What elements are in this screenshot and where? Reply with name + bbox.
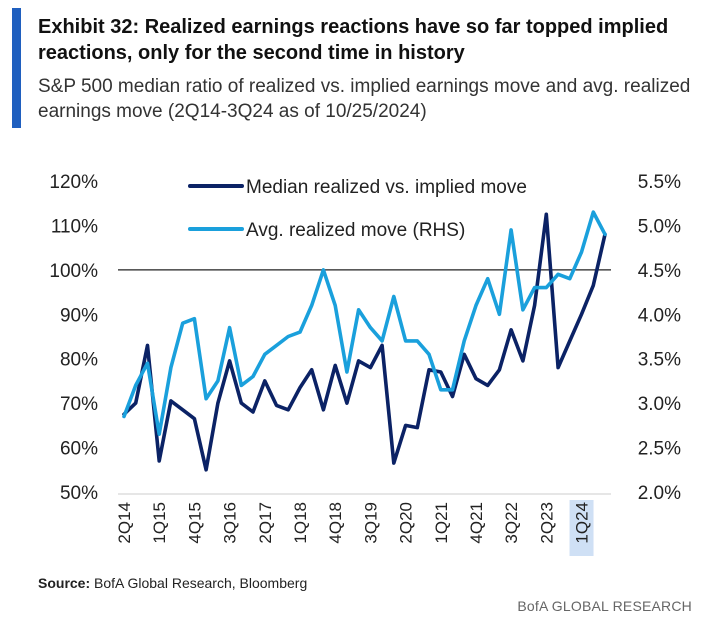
- x-axis-tick-label: 3Q19: [361, 502, 380, 544]
- source-label: Source:: [38, 575, 91, 591]
- source-note: Source: BofA Global Research, Bloomberg: [38, 575, 307, 591]
- right-axis-tick-label: 5.5%: [638, 172, 681, 193]
- x-axis-tick-label: 1Q18: [291, 502, 310, 544]
- x-axis-tick-label: 4Q18: [326, 502, 345, 544]
- x-axis-tick-label: 2Q20: [397, 502, 416, 544]
- left-axis-tick-label: 50%: [60, 483, 98, 504]
- left-axis-tick-label: 110%: [51, 216, 98, 237]
- x-axis-tick-label: 4Q15: [185, 502, 204, 544]
- source-text: BofA Global Research, Bloomberg: [94, 575, 308, 591]
- left-axis-tick-label: 100%: [49, 261, 98, 282]
- x-axis-tick-label: 3Q22: [502, 502, 521, 544]
- right-axis-tick-label: 2.0%: [638, 483, 681, 504]
- x-axis-tick-label: 2Q17: [256, 502, 275, 544]
- exhibit-title: Exhibit 32: Realized earnings reactions …: [38, 16, 669, 64]
- left-axis-tick-label: 60%: [60, 439, 98, 460]
- title-accent-bar: [12, 8, 21, 128]
- left-axis-tick-label: 90%: [60, 305, 98, 326]
- highlighted-tick-box: [569, 500, 594, 556]
- brand-label: BofA GLOBAL RESEARCH: [517, 598, 692, 614]
- left-axis-tick-label: 80%: [60, 350, 98, 371]
- right-axis-tick-label: 2.5%: [638, 439, 681, 460]
- x-axis-tick-label: 3Q16: [221, 502, 240, 544]
- series-line-avg-realized-move: [122, 210, 607, 437]
- legend-avg-label: Avg. realized move (RHS): [246, 220, 465, 241]
- x-axis-tick-label: 1Q21: [432, 502, 451, 544]
- x-axis-tick-label: 1Q15: [150, 502, 169, 544]
- left-axis-tick-label: 120%: [49, 172, 98, 193]
- exhibit-subtitle: S&P 500 median ratio of realized vs. imp…: [38, 76, 691, 122]
- right-axis-tick-label: 3.0%: [638, 394, 681, 415]
- x-axis-tick-label: 1Q24: [573, 502, 592, 544]
- x-axis-tick-label: 4Q21: [467, 502, 486, 544]
- legend-median-label: Median realized vs. implied move: [246, 177, 527, 198]
- right-axis-tick-label: 4.5%: [638, 261, 681, 282]
- left-axis-tick-label: 70%: [60, 394, 98, 415]
- right-axis-tick-label: 5.0%: [638, 216, 681, 237]
- series-line-median-realized-vs-implied: [122, 212, 607, 472]
- x-axis-tick-label: 2Q14: [115, 502, 134, 544]
- x-axis-tick-label: 2Q23: [537, 502, 556, 544]
- right-axis-tick-label: 4.0%: [638, 305, 681, 326]
- right-axis-tick-label: 3.5%: [638, 350, 681, 371]
